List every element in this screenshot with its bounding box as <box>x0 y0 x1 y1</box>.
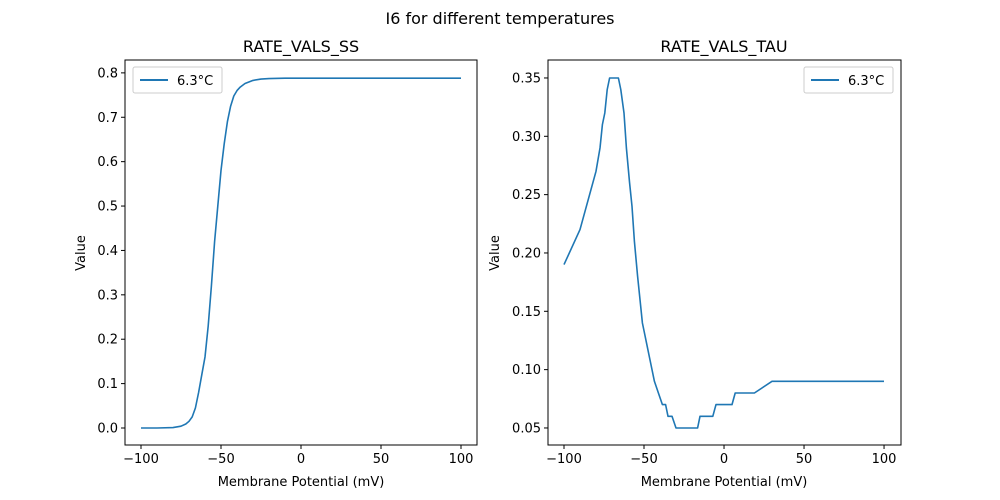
x-axis-label: Membrane Potential (mV) <box>218 475 385 490</box>
legend-label: 6.3°C <box>848 74 884 89</box>
series-group <box>563 77 884 429</box>
x-tick-label: 50 <box>796 452 813 467</box>
x-axis-label: Membrane Potential (mV) <box>641 475 808 490</box>
y-tick-label: 0.6 <box>97 155 118 170</box>
x-tick-label: 0 <box>297 452 305 467</box>
x-ticks: −100 −50 0 50 100 <box>123 445 473 467</box>
y-tick-label: 0.1 <box>97 377 118 392</box>
axes-frame <box>547 59 902 446</box>
y-tick-label: 0.2 <box>97 333 118 348</box>
y-tick-label: 0.3 <box>97 288 118 303</box>
x-ticks: −100 −50 0 50 100 <box>546 445 896 467</box>
legend-label: 6.3°C <box>177 74 213 89</box>
y-ticks: 0.0 0.1 0.2 0.3 0.4 0.5 0.6 0.7 0.8 <box>97 66 125 436</box>
y-tick-label: 0.4 <box>97 244 118 259</box>
legend-box <box>132 66 223 94</box>
y-tick-label: 0.10 <box>512 363 541 378</box>
x-tick-label: 0 <box>720 452 728 467</box>
figure-title: I6 for different temperatures <box>385 9 614 28</box>
y-axis-label: Value <box>488 235 503 271</box>
y-tick-label: 0.35 <box>512 71 541 86</box>
x-tick-label: −50 <box>207 452 234 467</box>
axes-title: RATE_VALS_TAU <box>660 37 787 57</box>
x-tick-label: 100 <box>449 452 474 467</box>
legend-box <box>803 66 894 94</box>
y-tick-label: 0.20 <box>512 246 541 261</box>
y-axis-label: Value <box>74 235 89 271</box>
series-group <box>141 77 461 429</box>
y-tick-label: 0.25 <box>512 188 541 203</box>
axes-rate-vals-tau: RATE_VALS_TAU Membrane Potential (mV) Va… <box>488 37 902 490</box>
y-tick-label: 0.7 <box>97 111 118 126</box>
x-tick-label: −100 <box>123 452 159 467</box>
axes-frame <box>124 59 478 446</box>
series-line <box>141 77 461 429</box>
x-tick-label: −50 <box>630 452 657 467</box>
series-line <box>563 77 884 429</box>
axes-rate-vals-ss: RATE_VALS_SS Membrane Potential (mV) Val… <box>74 37 478 490</box>
x-tick-label: −100 <box>546 452 582 467</box>
y-tick-label: 0.8 <box>97 66 118 81</box>
legend: 6.3°C <box>803 66 894 94</box>
x-tick-label: 50 <box>373 452 390 467</box>
x-tick-label: 100 <box>872 452 897 467</box>
y-tick-label: 0.30 <box>512 130 541 145</box>
y-ticks: 0.05 0.10 0.15 0.20 0.25 0.30 0.35 <box>512 71 548 436</box>
legend: 6.3°C <box>132 66 223 94</box>
y-tick-label: 0.15 <box>512 305 541 320</box>
y-tick-label: 0.0 <box>97 421 118 436</box>
y-tick-label: 0.5 <box>97 200 118 215</box>
y-tick-label: 0.05 <box>512 421 541 436</box>
axes-title: RATE_VALS_SS <box>243 37 359 57</box>
